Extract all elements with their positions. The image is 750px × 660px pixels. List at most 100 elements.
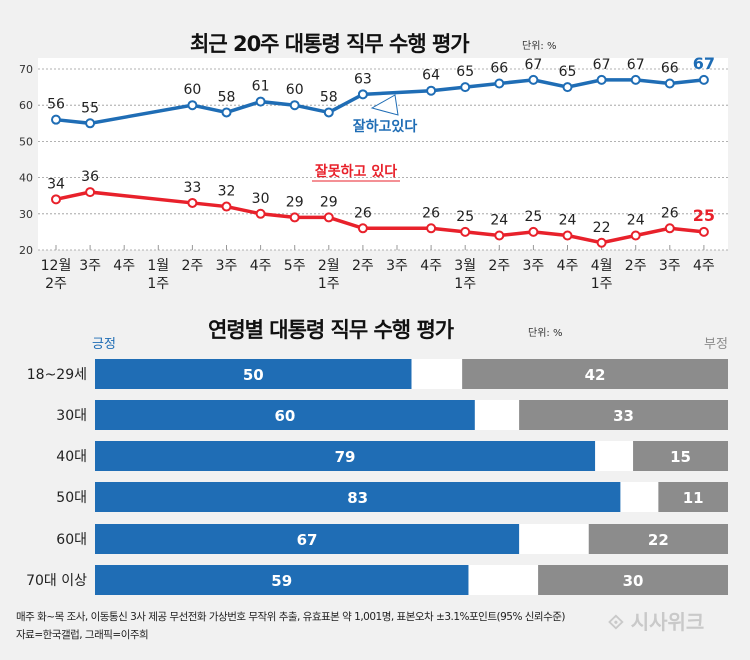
x-tick-label: 4주 bbox=[420, 258, 442, 274]
x-tick-label: 4주 bbox=[693, 258, 715, 274]
bar-chart-unit: 단위: % bbox=[528, 328, 563, 339]
data-label: 64 bbox=[422, 68, 440, 84]
data-label: 55 bbox=[81, 100, 99, 116]
data-label: 24 bbox=[627, 213, 645, 229]
data-point bbox=[426, 85, 437, 96]
x-tick-label: 3월 bbox=[454, 258, 476, 274]
data-label: 25 bbox=[524, 209, 542, 225]
data-point bbox=[357, 223, 368, 234]
data-label: 25 bbox=[693, 206, 715, 225]
data-label: 25 bbox=[456, 209, 474, 225]
legend-negative: 부정 bbox=[704, 337, 728, 352]
data-label: 60 bbox=[183, 82, 201, 98]
data-label: 58 bbox=[218, 89, 236, 105]
bar-negative bbox=[519, 400, 728, 430]
data-point bbox=[460, 226, 471, 237]
bar-label-negative: 11 bbox=[683, 489, 704, 507]
data-label: 26 bbox=[661, 205, 679, 221]
data-label: 30 bbox=[252, 191, 270, 207]
bar-positive bbox=[95, 482, 621, 512]
bar-label-positive: 83 bbox=[347, 489, 368, 507]
data-label: 58 bbox=[320, 89, 338, 105]
category-label: 50대 bbox=[56, 490, 87, 506]
data-point bbox=[357, 89, 368, 100]
data-label: 56 bbox=[47, 97, 65, 113]
footnote-line-2: 자료=한국갤럽, 그래픽=이주희 bbox=[16, 629, 149, 641]
bar-label-positive: 59 bbox=[271, 572, 292, 590]
x-tick-label: 3주 bbox=[386, 258, 408, 274]
data-point bbox=[596, 237, 607, 248]
x-tick-label: 4주 bbox=[557, 258, 579, 274]
data-point bbox=[255, 96, 266, 107]
y-tick-label: 60 bbox=[19, 99, 33, 112]
data-point bbox=[698, 74, 709, 85]
bar-negative bbox=[633, 441, 728, 471]
data-point bbox=[630, 74, 641, 85]
data-label: 67 bbox=[593, 57, 611, 73]
x-tick-label: 4주 bbox=[113, 258, 135, 274]
data-point bbox=[664, 223, 675, 234]
logo-text: 시사위크 bbox=[630, 610, 705, 634]
data-point bbox=[187, 100, 198, 111]
x-tick-label: 1주 bbox=[454, 276, 476, 292]
data-point bbox=[562, 230, 573, 241]
data-point bbox=[221, 107, 232, 118]
data-label: 61 bbox=[252, 79, 270, 95]
data-point bbox=[51, 114, 61, 125]
data-point bbox=[494, 78, 505, 89]
bar-positive bbox=[95, 400, 475, 430]
bar-label-negative: 33 bbox=[613, 407, 634, 425]
data-point bbox=[51, 194, 61, 205]
y-tick-label: 50 bbox=[19, 135, 33, 148]
line-chart-title: 최근 20주 대통령 직무 수행 평가 bbox=[190, 32, 470, 56]
data-label: 67 bbox=[524, 57, 542, 73]
category-label: 40대 bbox=[56, 449, 87, 465]
bar-negative bbox=[658, 482, 728, 512]
bar-negative bbox=[588, 524, 728, 554]
data-label: 36 bbox=[81, 169, 99, 185]
y-tick-label: 30 bbox=[19, 208, 33, 221]
x-tick-label: 2주 bbox=[352, 258, 374, 274]
data-label: 32 bbox=[218, 184, 236, 200]
data-label: 66 bbox=[490, 60, 508, 76]
legend-positive: 긍정 bbox=[92, 337, 116, 352]
data-label: 63 bbox=[354, 71, 372, 87]
data-point bbox=[630, 230, 641, 241]
data-point bbox=[85, 187, 96, 198]
category-label: 18~29세 bbox=[27, 367, 87, 383]
x-tick-label: 2주 bbox=[45, 276, 67, 292]
data-label: 29 bbox=[320, 194, 338, 210]
x-tick-label: 12월 bbox=[41, 258, 72, 274]
data-point bbox=[323, 107, 334, 118]
category-label: 30대 bbox=[56, 408, 87, 424]
x-tick-label: 1주 bbox=[591, 276, 613, 292]
x-tick-label: 5주 bbox=[284, 258, 306, 274]
x-tick-label: 4월 bbox=[591, 258, 613, 274]
data-label: 65 bbox=[456, 64, 474, 80]
logo: ⟐ 시사위크 bbox=[608, 610, 705, 634]
data-point bbox=[426, 223, 437, 234]
bar-label-negative: 30 bbox=[623, 572, 644, 590]
data-point bbox=[255, 208, 266, 219]
x-tick-label: 1월 bbox=[147, 258, 169, 274]
data-point bbox=[528, 74, 539, 85]
data-label: 26 bbox=[354, 205, 372, 221]
x-tick-label: 3주 bbox=[79, 258, 101, 274]
plot-area bbox=[38, 58, 728, 250]
data-label: 67 bbox=[627, 57, 645, 73]
data-label: 24 bbox=[490, 213, 508, 229]
bar-label-negative: 22 bbox=[648, 531, 669, 549]
x-tick-label: 1주 bbox=[147, 276, 169, 292]
data-point bbox=[289, 212, 300, 223]
x-tick-label: 3주 bbox=[216, 258, 238, 274]
data-point bbox=[664, 78, 675, 89]
data-point bbox=[698, 226, 709, 237]
bar-negative bbox=[462, 359, 728, 389]
data-point bbox=[562, 82, 573, 93]
data-point bbox=[323, 212, 334, 223]
data-label: 24 bbox=[559, 213, 577, 229]
x-tick-label: 2주 bbox=[182, 258, 204, 274]
bar-positive bbox=[95, 359, 412, 389]
footnote-line-1: 매주 화~목 조사, 이동통신 3사 제공 무선전화 가상번호 무작위 추출, … bbox=[16, 611, 566, 623]
